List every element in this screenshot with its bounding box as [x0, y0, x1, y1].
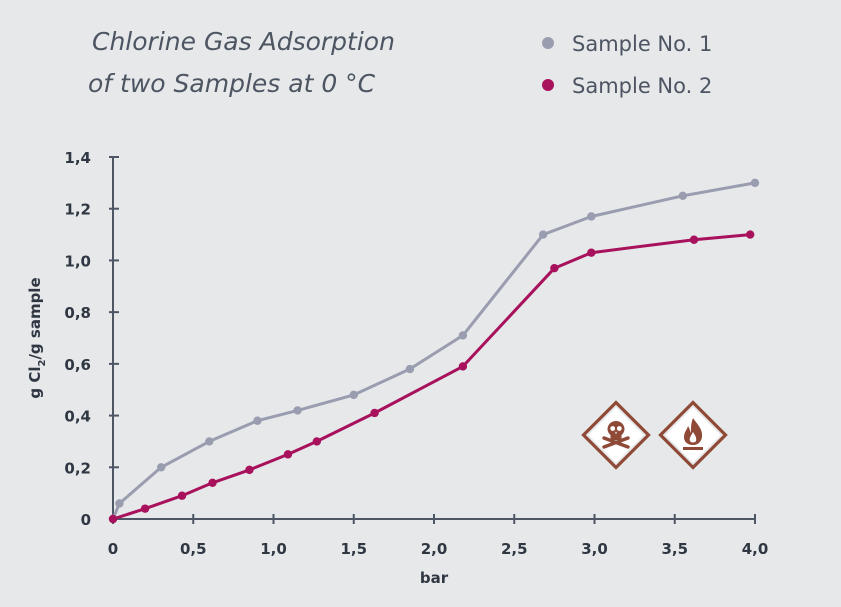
data-point-sample-2: [245, 465, 254, 475]
x-axis-title: bar: [420, 569, 449, 587]
data-point-sample-1: [458, 331, 468, 340]
data-point-sample-2: [283, 450, 293, 459]
x-tick-label: 3,5: [661, 540, 688, 558]
flame-icon: [658, 400, 728, 470]
y-tick-label: 0,8: [64, 304, 91, 322]
x-axis-ticks: 0 0,5 1,0 1,5 2,0 2,5 3,0 3,5 4,0: [108, 514, 769, 558]
legend-label-sample-2: Sample No. 2: [572, 74, 712, 98]
legend-label-sample-1: Sample No. 1: [572, 32, 712, 56]
legend: Sample No. 1 Sample No. 2: [542, 32, 712, 98]
x-tick-label: 0,5: [180, 540, 207, 558]
x-tick-label: 4,0: [742, 540, 769, 558]
skull-crossbones-icon: [581, 400, 651, 470]
data-point-sample-1: [205, 437, 214, 446]
x-tick-label: 3,0: [581, 540, 608, 558]
x-tick-label: 0: [108, 540, 118, 558]
data-point-sample-2: [312, 437, 322, 446]
y-tick-label: 0: [81, 511, 91, 529]
data-point-sample-2: [587, 248, 596, 257]
data-point-sample-1: [587, 212, 596, 221]
series-line-sample-1: [111, 181, 757, 521]
y-axis-ticks: 0 0,2 0,4 0,6 0,8 1,0 1,2 1,4: [64, 149, 119, 529]
x-tick-label: 1,0: [260, 540, 287, 558]
y-tick-label: 1,0: [64, 252, 91, 270]
data-point-sample-1: [750, 178, 760, 188]
data-point-sample-1: [253, 416, 262, 425]
series-line-sample-2: [111, 233, 752, 521]
data-point-sample-2: [745, 230, 755, 239]
data-point-sample-1: [293, 406, 302, 415]
y-tick-label: 0,6: [64, 356, 91, 374]
y-tick-label: 0,4: [64, 408, 91, 426]
chart-subtitle: of two Samples at 0 °C: [88, 69, 376, 98]
x-tick-label: 1,5: [340, 540, 367, 558]
data-point-sample-2: [689, 235, 699, 244]
data-point-sample-2: [550, 263, 559, 273]
y-tick-label: 1,2: [64, 201, 91, 219]
data-point-sample-1: [538, 230, 548, 239]
y-axis-title-part-2: /g sample: [26, 277, 44, 359]
data-point-sample-2: [208, 478, 217, 487]
data-point-sample-1: [678, 191, 687, 200]
data-point-sample-1: [349, 390, 358, 400]
y-tick-label: 0,2: [64, 459, 91, 477]
y-axis-title: g Cl2/g sample: [26, 277, 48, 398]
data-point-sample-1: [115, 499, 124, 508]
data-point-sample-2: [458, 362, 468, 371]
y-axis-title-subscript: 2: [37, 360, 48, 367]
x-tick-label: 2,0: [421, 540, 448, 558]
data-point-sample-2: [140, 504, 150, 513]
x-tick-label: 2,5: [501, 540, 528, 558]
series-layer: [108, 178, 760, 524]
legend-marker-sample-2: [542, 79, 554, 91]
y-axis-title-part-1: g Cl: [26, 367, 44, 399]
data-point-sample-1: [405, 364, 415, 374]
data-point-sample-1: [156, 463, 166, 472]
data-point-sample-2: [177, 491, 187, 500]
legend-marker-sample-1: [542, 37, 554, 49]
chart-title: Chlorine Gas Adsorption: [92, 27, 395, 56]
data-point-sample-2: [108, 514, 118, 524]
data-point-sample-2: [370, 408, 379, 418]
y-tick-label: 1,4: [64, 149, 91, 167]
